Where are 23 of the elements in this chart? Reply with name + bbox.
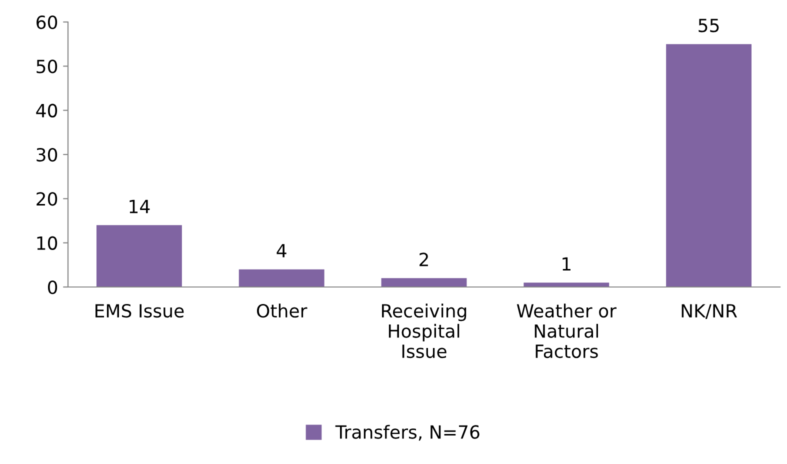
y-tick-label: 40 <box>36 104 58 118</box>
x-tick-label: EMS Issue <box>96 304 184 318</box>
x-tick-label: NK/NR <box>682 304 738 320</box>
legend-label: Transfers, N=76 <box>335 424 480 441</box>
data-label: 2 <box>420 252 428 266</box>
x-tick-label: Weather or Natural Factors <box>516 304 617 358</box>
y-tick-label: 0 <box>48 280 58 294</box>
x-tick-label: Receiving Hospital Issue <box>382 304 466 358</box>
y-tick-label: 60 <box>36 15 58 30</box>
data-label: 4 <box>276 244 286 258</box>
y-tick-label: 50 <box>36 60 58 74</box>
data-label: 55 <box>698 18 719 32</box>
data-label: 14 <box>130 200 150 214</box>
bar <box>238 269 324 287</box>
bar <box>381 278 467 287</box>
y-tick-label: 30 <box>36 148 58 162</box>
y-tick-label: 10 <box>37 236 58 250</box>
bar <box>666 44 752 287</box>
x-tick-label: Other <box>256 304 308 318</box>
data-label: 1 <box>562 257 570 270</box>
y-tick-label: 20 <box>36 192 58 206</box>
bar <box>96 225 182 287</box>
bar <box>524 282 610 287</box>
